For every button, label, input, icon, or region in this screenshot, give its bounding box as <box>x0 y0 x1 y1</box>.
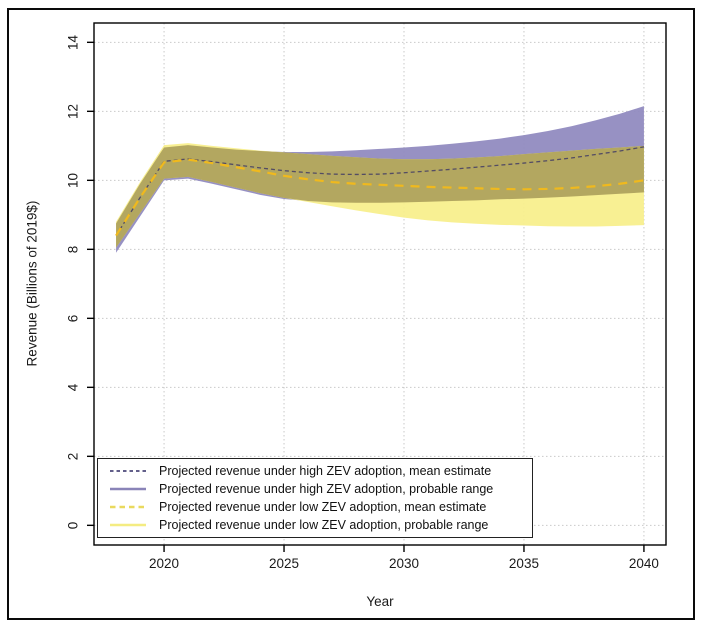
x-tick-label: 2020 <box>149 556 180 571</box>
y-tick-label: 12 <box>65 103 81 119</box>
legend-row: Projected revenue under high ZEV adoptio… <box>106 480 528 498</box>
legend-key-low-mean-dashed-line <box>110 505 146 509</box>
legend-label: Projected revenue under low ZEV adoption… <box>159 518 489 532</box>
y-tick-label: 2 <box>65 452 81 461</box>
legend-key-low-range-solid-line <box>110 523 146 527</box>
y-tick-label: 10 <box>65 172 81 188</box>
legend-row: Projected revenue under high ZEV adoptio… <box>106 462 528 480</box>
y-tick-label: 14 <box>65 34 81 50</box>
legend-row: Projected revenue under low ZEV adoption… <box>106 516 528 534</box>
x-tick-label: 2040 <box>628 556 659 571</box>
x-axis-title: Year <box>366 594 394 609</box>
legend-label: Projected revenue under high ZEV adoptio… <box>159 482 494 496</box>
y-tick-label: 8 <box>65 245 81 254</box>
legend-label: Projected revenue under high ZEV adoptio… <box>159 464 492 478</box>
y-axis-title: Revenue (Billions of 2019$) <box>24 200 40 367</box>
y-tick-label: 6 <box>65 314 81 323</box>
legend-row: Projected revenue under low ZEV adoption… <box>106 498 528 516</box>
legend-key-high-mean-dashed-line <box>110 470 146 472</box>
x-tick-label: 2025 <box>268 556 300 571</box>
legend-label: Projected revenue under low ZEV adoption… <box>159 500 487 514</box>
x-tick-label: 2030 <box>388 556 419 571</box>
x-tick-label: 2035 <box>508 556 539 571</box>
legend: Projected revenue under high ZEV adoptio… <box>97 458 533 538</box>
legend-key-high-range-solid-line <box>110 487 146 491</box>
y-tick-label: 4 <box>65 383 81 392</box>
y-tick-label: 0 <box>65 521 81 530</box>
